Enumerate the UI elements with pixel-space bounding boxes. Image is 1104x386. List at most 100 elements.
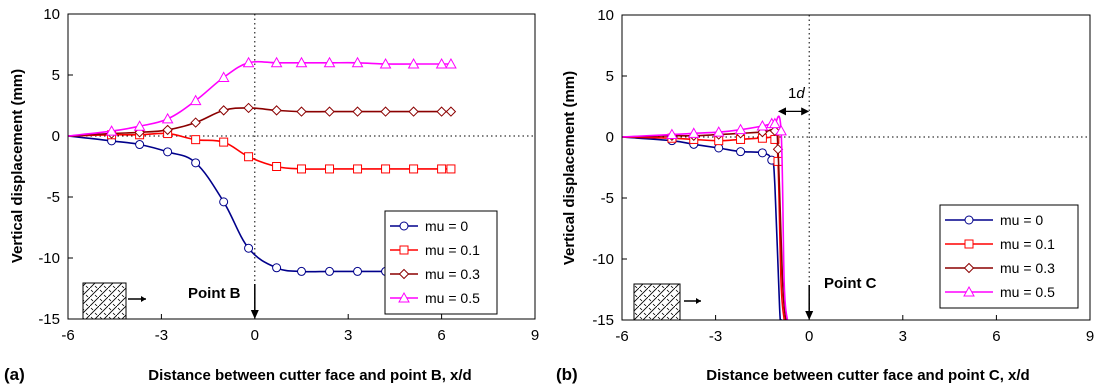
series-group-b	[622, 115, 789, 320]
data-point-triangle	[435, 57, 448, 69]
legend-box-b	[939, 204, 1079, 309]
panel-label-b: (b)	[556, 365, 578, 384]
data-point-circle	[163, 147, 173, 157]
legend-marker-circle	[399, 221, 409, 231]
data-point-diamond	[243, 102, 254, 114]
one-d-label: 1d	[788, 85, 805, 102]
data-point-circle	[714, 143, 724, 153]
one-d-dimension: 1d	[778, 85, 810, 116]
cutter-block-icon-a	[82, 282, 127, 320]
data-point-circle	[353, 266, 363, 276]
data-point-triangle	[407, 57, 420, 69]
x-tick-label: 9	[531, 327, 539, 344]
one-d-arrowhead-right	[801, 107, 810, 116]
data-point-diamond	[757, 126, 768, 138]
y-tick-label: -10	[38, 250, 60, 267]
x-tick-label: 0	[805, 328, 813, 345]
legend-marker-square	[399, 245, 409, 255]
tick-labels-a: -6 -3 0 3 6 9 10 5 0 -5 -10 -15	[38, 6, 539, 344]
data-point-triangle	[351, 56, 364, 68]
advance-arrowhead-b	[696, 298, 701, 304]
legend-marker-circle	[964, 215, 974, 225]
series-diamond	[68, 102, 457, 139]
series-line	[622, 136, 785, 320]
data-point-square	[409, 164, 419, 174]
one-d-label-italic: d	[796, 85, 805, 102]
data-point-circle	[191, 158, 201, 168]
point-c-label: Point C	[824, 275, 877, 292]
data-point-triangle	[105, 125, 118, 136]
data-point-square	[446, 164, 456, 174]
series-line	[68, 132, 451, 170]
y-axis-label-a: Vertical displacement (mm)	[9, 69, 26, 263]
data-point-square	[381, 164, 391, 174]
plot-frame-b	[621, 14, 1091, 321]
x-tick-label: 9	[1086, 328, 1094, 345]
advance-arrowhead-a	[141, 296, 146, 302]
data-point-diamond	[296, 106, 307, 117]
data-point-diamond	[218, 105, 229, 116]
point-b-label: Point B	[188, 285, 241, 302]
panel-label-a: (a)	[4, 365, 25, 384]
data-point-diamond	[162, 124, 173, 136]
legend-marker-square	[964, 239, 974, 249]
data-point-triangle	[189, 94, 202, 106]
x-tick-label: -3	[709, 328, 722, 345]
tick-labels-b: -6 -3 0 3 6 9 10 5 0 -5 -10 -15	[592, 7, 1094, 345]
data-point-triangle	[734, 123, 747, 135]
one-d-arrowhead-left	[778, 107, 786, 116]
data-point-square	[325, 164, 335, 174]
chart-panel-a: (a) Distance between cutter face and poi…	[4, 6, 539, 384]
data-point-circle	[219, 197, 229, 207]
reference-lines-b	[622, 15, 1090, 320]
data-point-triangle	[712, 126, 725, 137]
y-tick-label: 10	[597, 7, 614, 24]
data-point-triangle	[756, 119, 769, 131]
x-tick-label: -3	[155, 327, 168, 344]
data-point-circle	[297, 266, 306, 276]
legend-items-a: mu = 0 mu = 0.1 mu = 0.3 mu = 0.5	[390, 218, 480, 306]
legend-label: mu = 0.5	[1000, 284, 1055, 300]
data-point-triangle	[379, 57, 392, 69]
data-point-circle	[325, 266, 335, 276]
y-tick-label: 5	[606, 68, 614, 85]
y-tick-label: -5	[601, 190, 614, 207]
data-point-circle	[272, 263, 282, 273]
data-point-triangle	[133, 120, 146, 131]
data-point-square	[272, 162, 282, 171]
legend-marker-diamond	[963, 262, 975, 274]
cutter-block-icon-b	[633, 283, 681, 321]
data-point-diamond	[190, 117, 201, 128]
plot-frame-a	[67, 13, 536, 320]
data-point-square	[297, 164, 306, 174]
data-point-diamond	[271, 105, 282, 116]
y-tick-label: 0	[606, 129, 614, 146]
data-point-diamond	[324, 106, 335, 117]
legend-items-b: mu = 0 mu = 0.1 mu = 0.3 mu = 0.5	[945, 212, 1055, 300]
point-c-arrowhead	[805, 311, 814, 320]
series-triangle	[68, 56, 457, 137]
data-point-square	[191, 135, 201, 145]
data-point-triangle	[295, 56, 308, 68]
series-group-a	[68, 56, 457, 276]
series-line	[68, 107, 451, 137]
point-b-arrowhead	[250, 310, 259, 319]
legend-marker-triangle	[398, 291, 410, 303]
series-line	[622, 128, 787, 320]
y-tick-label: -15	[592, 312, 614, 329]
y-axis-label-b: Vertical displacement (mm)	[561, 71, 578, 265]
legend-marker-triangle	[963, 285, 975, 297]
y-tick-label: -15	[38, 311, 60, 328]
data-point-circle	[736, 147, 746, 157]
data-point-diamond	[352, 106, 363, 117]
data-point-diamond	[445, 106, 457, 117]
data-point-triangle	[242, 56, 255, 68]
data-point-triangle	[161, 112, 174, 124]
data-point-diamond	[436, 106, 447, 117]
data-point-circle	[244, 243, 254, 253]
y-tick-label: 5	[52, 67, 60, 84]
y-tick-label: -5	[47, 189, 60, 206]
data-point-triangle	[775, 124, 787, 136]
series-line	[622, 136, 782, 320]
